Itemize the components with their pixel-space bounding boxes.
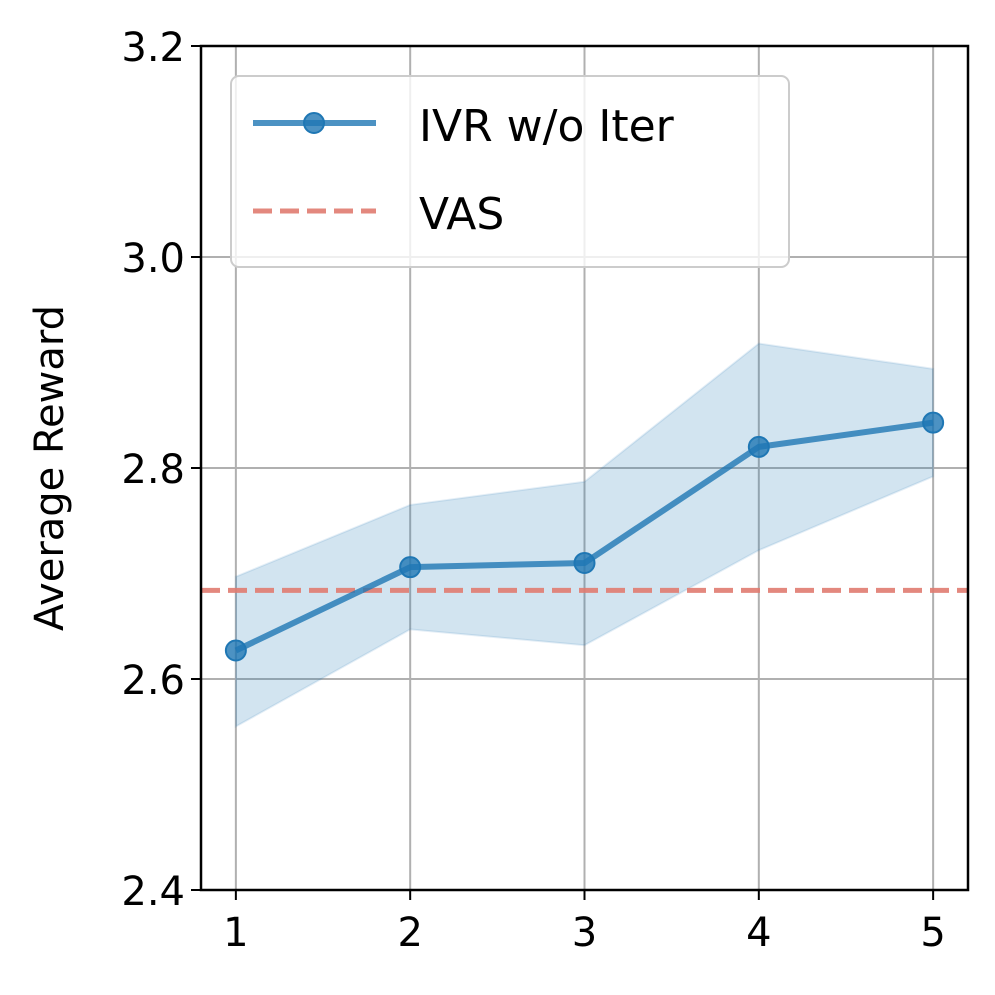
x-tick-label: 4 bbox=[746, 910, 771, 956]
legend-label: VAS bbox=[419, 189, 504, 240]
y-tick-label: 2.4 bbox=[121, 869, 185, 915]
y-tick-label: 3.2 bbox=[121, 25, 185, 71]
data-point bbox=[747, 435, 770, 458]
legend-label: IVR w/o Iter bbox=[419, 101, 675, 152]
series-lines bbox=[224, 411, 945, 662]
data-point bbox=[922, 411, 945, 434]
y-axis-label: Average Reward bbox=[27, 305, 73, 631]
x-tick-label: 3 bbox=[572, 910, 597, 956]
axis-ticks: 1 2 3 4 5 2.4 2.6 2.8 3.0 3.2 bbox=[121, 25, 945, 956]
data-point bbox=[573, 551, 596, 574]
y-tick-label: 2.8 bbox=[121, 447, 185, 493]
x-tick-label: 1 bbox=[223, 910, 248, 956]
data-point bbox=[224, 639, 247, 662]
x-tick-label: 5 bbox=[920, 910, 945, 956]
x-tick-label: 2 bbox=[397, 910, 422, 956]
y-tick-label: 2.6 bbox=[121, 658, 185, 704]
data-point bbox=[399, 556, 422, 579]
legend: IVR w/o Iter VAS bbox=[230, 75, 790, 268]
legend-marker-swatch bbox=[303, 112, 325, 134]
y-tick-label: 3.0 bbox=[121, 236, 185, 282]
